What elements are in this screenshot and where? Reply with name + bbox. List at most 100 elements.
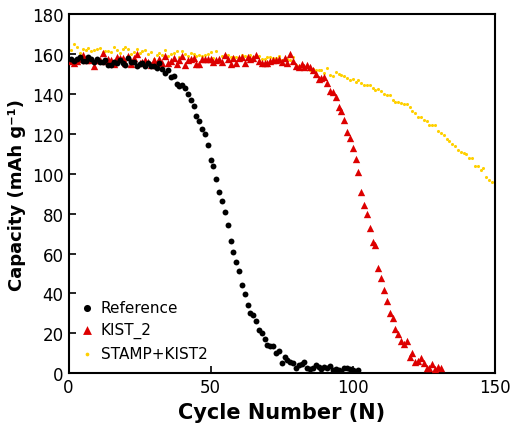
STAMP+KIST2	[454, 147, 462, 154]
Reference	[351, 369, 360, 376]
KIST_2	[141, 57, 149, 64]
Reference	[78, 58, 87, 65]
KIST_2	[161, 53, 169, 60]
KIST_2	[90, 63, 98, 70]
STAMP+KIST2	[440, 132, 448, 139]
STAMP+KIST2	[286, 57, 294, 64]
Reference	[320, 364, 329, 371]
Reference	[104, 63, 113, 70]
STAMP+KIST2	[363, 83, 371, 90]
STAMP+KIST2	[252, 53, 260, 60]
KIST_2	[130, 56, 138, 63]
KIST_2	[181, 62, 189, 69]
STAMP+KIST2	[226, 55, 235, 62]
Reference	[297, 361, 306, 368]
STAMP+KIST2	[275, 53, 283, 60]
STAMP+KIST2	[158, 53, 167, 60]
STAMP+KIST2	[138, 49, 146, 55]
STAMP+KIST2	[368, 86, 377, 92]
STAMP+KIST2	[332, 70, 340, 77]
Reference	[255, 327, 263, 334]
KIST_2	[257, 60, 266, 67]
KIST_2	[388, 314, 397, 321]
STAMP+KIST2	[81, 48, 90, 55]
KIST_2	[380, 286, 388, 293]
KIST_2	[238, 54, 246, 61]
Reference	[144, 61, 152, 68]
Reference	[292, 365, 300, 372]
STAMP+KIST2	[113, 47, 121, 54]
STAMP+KIST2	[366, 83, 374, 89]
Reference	[138, 60, 146, 67]
Reference	[212, 176, 221, 183]
KIST_2	[360, 202, 368, 209]
STAMP+KIST2	[198, 53, 206, 60]
KIST_2	[107, 58, 115, 64]
Reference	[229, 249, 238, 256]
Reference	[349, 366, 357, 373]
KIST_2	[155, 56, 163, 63]
Reference	[315, 364, 323, 371]
Reference	[155, 61, 163, 68]
STAMP+KIST2	[283, 57, 292, 64]
STAMP+KIST2	[292, 63, 300, 70]
KIST_2	[212, 57, 221, 64]
KIST_2	[374, 264, 383, 271]
Reference	[181, 86, 189, 92]
STAMP+KIST2	[221, 52, 229, 59]
Reference	[266, 343, 275, 350]
STAMP+KIST2	[451, 143, 459, 150]
Reference	[221, 209, 229, 216]
Reference	[207, 157, 215, 164]
STAMP+KIST2	[246, 53, 254, 60]
STAMP+KIST2	[104, 49, 113, 55]
Reference	[81, 58, 90, 65]
STAMP+KIST2	[403, 101, 411, 108]
KIST_2	[118, 55, 127, 62]
STAMP+KIST2	[73, 45, 81, 52]
KIST_2	[408, 350, 417, 356]
STAMP+KIST2	[110, 44, 118, 51]
KIST_2	[67, 58, 75, 65]
STAMP+KIST2	[107, 49, 115, 56]
STAMP+KIST2	[306, 67, 314, 74]
Reference	[73, 56, 81, 63]
Reference	[311, 362, 320, 369]
STAMP+KIST2	[485, 177, 494, 184]
Reference	[261, 335, 269, 342]
KIST_2	[363, 211, 371, 218]
KIST_2	[343, 129, 351, 136]
STAMP+KIST2	[394, 100, 402, 107]
Reference	[113, 61, 121, 68]
KIST_2	[371, 242, 379, 249]
KIST_2	[184, 57, 192, 64]
KIST_2	[93, 58, 101, 64]
STAMP+KIST2	[431, 123, 439, 129]
STAMP+KIST2	[249, 54, 257, 61]
KIST_2	[405, 354, 414, 361]
Reference	[241, 291, 249, 298]
STAMP+KIST2	[326, 73, 334, 80]
KIST_2	[252, 52, 260, 59]
STAMP+KIST2	[317, 68, 325, 74]
STAMP+KIST2	[153, 52, 161, 59]
Reference	[301, 359, 309, 366]
STAMP+KIST2	[175, 54, 184, 61]
KIST_2	[386, 310, 394, 316]
KIST_2	[431, 366, 439, 373]
KIST_2	[255, 58, 263, 65]
STAMP+KIST2	[383, 92, 391, 99]
Reference	[101, 58, 110, 64]
STAMP+KIST2	[471, 163, 479, 170]
KIST_2	[218, 60, 226, 67]
STAMP+KIST2	[445, 138, 454, 145]
STAMP+KIST2	[391, 99, 400, 106]
KIST_2	[138, 59, 146, 66]
KIST_2	[309, 68, 317, 74]
STAMP+KIST2	[297, 63, 306, 70]
Reference	[337, 369, 346, 376]
STAMP+KIST2	[155, 51, 163, 58]
STAMP+KIST2	[397, 101, 405, 108]
STAMP+KIST2	[465, 155, 473, 162]
KIST_2	[368, 239, 377, 246]
